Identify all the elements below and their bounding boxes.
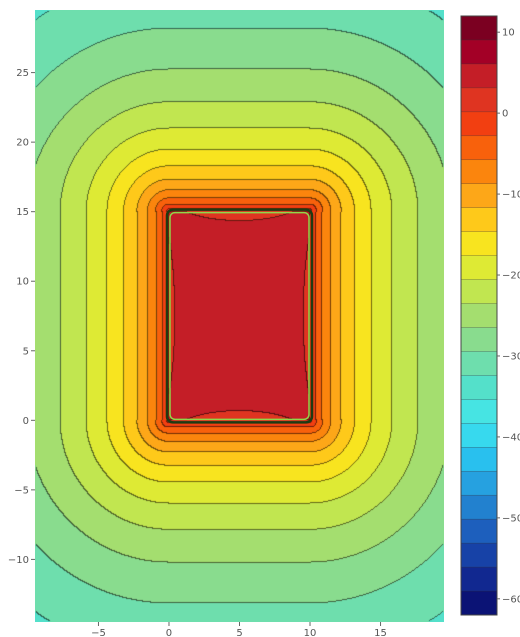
colorbar-band [461,16,497,41]
colorbar-tick-label: −50 [502,513,520,524]
colorbar-band [461,567,497,592]
colorbar-band [461,39,497,65]
y-tick-label: 20 [16,138,29,149]
colorbar-band [461,423,497,448]
colorbar-band [461,63,497,89]
colorbar-band [461,471,497,496]
colorbar-band [461,375,497,400]
colorbar-tick-label: −20 [502,271,520,282]
contour-fill [35,10,444,622]
colorbar-band [461,279,497,305]
colorbar-band [461,399,497,424]
colorbar-band [461,135,497,161]
y-tick-label: 5 [23,346,29,357]
x-tick-label: 10 [304,628,317,637]
y-tick-label: 10 [16,277,29,288]
colorbar-band [461,111,497,137]
source-edge-inner [169,211,310,421]
y-tick-label: −5 [14,485,29,496]
colorbar-band [461,159,497,185]
colorbar-band [461,87,497,113]
colorbar-tick-label: −10 [502,190,520,201]
colorbar: 10 0 −10 −20 −30 −40 −50 −60 [460,15,520,616]
colorbar-band [461,447,497,472]
x-tick-label: −5 [91,628,106,637]
colorbar-tick-label: 0 [502,109,508,120]
x-tick-label: 0 [166,628,172,637]
colorbar-tick-label: −60 [502,594,520,605]
colorbar-tick-label: −30 [502,351,520,362]
x-tick-label: 5 [236,628,242,637]
colorbar-tick-label: −40 [502,432,520,443]
colorbar-band [461,327,497,352]
colorbar-band [461,519,497,544]
colorbar-band [461,495,497,520]
colorbar-band [461,543,497,568]
colorbar-band [461,207,497,233]
x-tick-label: 15 [374,628,387,637]
y-tick-label: 25 [16,68,29,79]
source-edge-outer [165,208,314,424]
colorbar-band [461,303,497,328]
colorbar-band [461,231,497,257]
colorbar-band [461,351,497,376]
colorbar-band [461,183,497,209]
colorbar-tick-label: 10 [502,28,515,39]
plot-area [35,10,444,622]
y-tick-label: 0 [23,416,29,427]
colorbar-frame [460,15,498,616]
axes: −5 0 5 10 15 −10 −5 0 5 10 15 20 25 [8,68,387,637]
colorbar-band [461,591,497,616]
y-tick-label: 15 [16,207,29,218]
colorbar-band [461,255,497,281]
y-tick-label: −10 [8,555,29,566]
